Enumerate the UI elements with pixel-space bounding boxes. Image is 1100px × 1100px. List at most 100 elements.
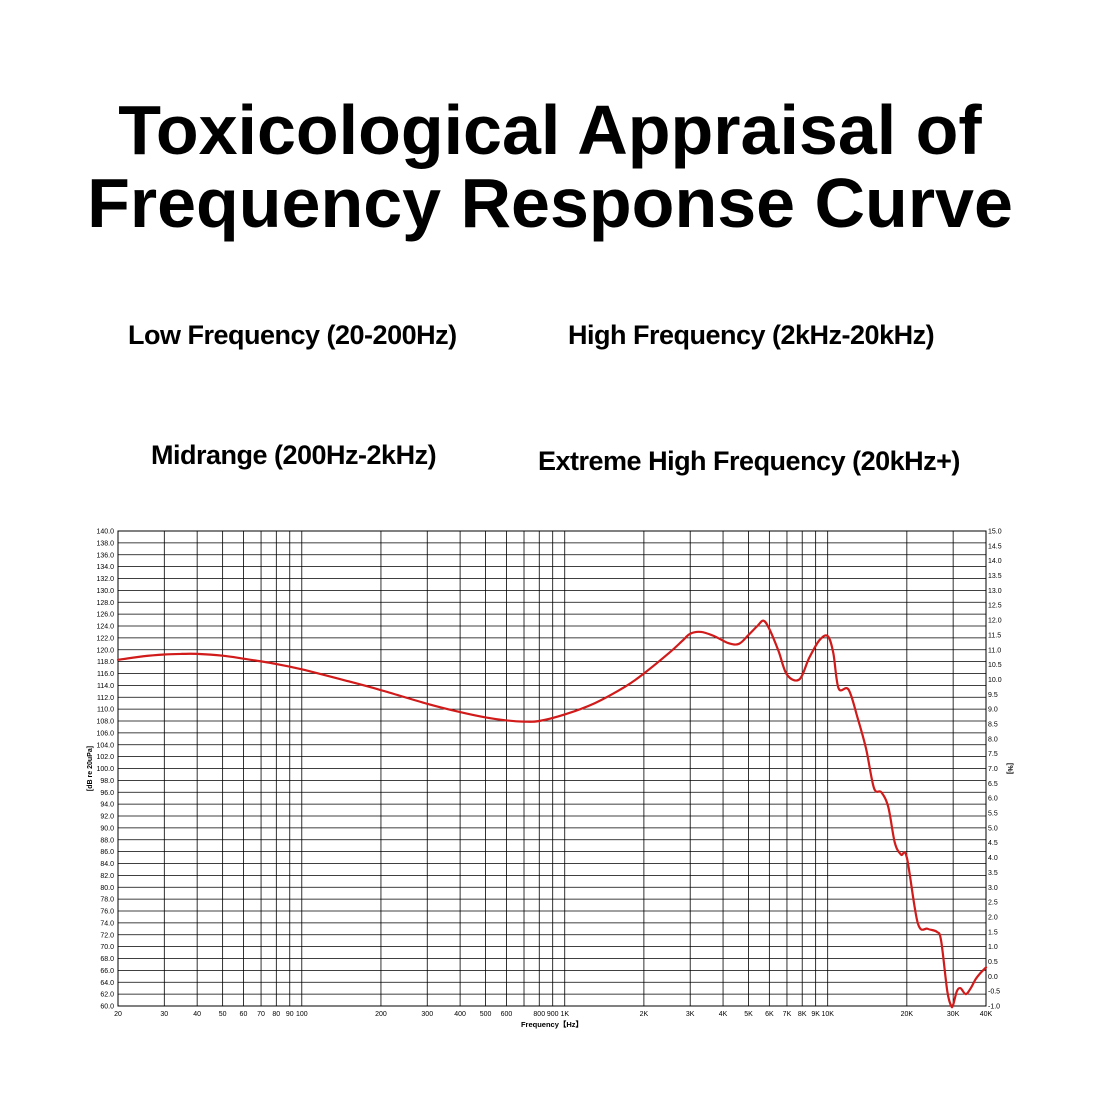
x-tick-label: 30 [160, 1011, 168, 1018]
midrange-label: Midrange (200Hz-2kHz) [151, 440, 437, 470]
y-tick-label: 100.0 [96, 766, 114, 773]
y2-tick-label: 5.5 [988, 811, 998, 818]
x-tick-label: 9K [811, 1011, 820, 1018]
extreme-high-frequency-label: Extreme High Frequency (20kHz+) [538, 446, 960, 476]
page-title-line-2: Frequency Response Curve [87, 164, 1013, 242]
frequency-response-line-0 [116, 619, 988, 1009]
y-tick-label: 112.0 [97, 695, 114, 702]
y-tick-label: 62.0 [100, 992, 114, 999]
y-tick-label: 76.0 [100, 909, 114, 916]
x-tick-label: 6K [765, 1011, 774, 1018]
y-tick-label: 78.0 [100, 897, 114, 904]
y-tick-label: 124.0 [96, 624, 114, 631]
y2-tick-label: 4.5 [988, 840, 998, 847]
y-tick-label: 136.0 [96, 552, 114, 559]
x-tick-label: 10K [821, 1011, 834, 1018]
x-tick-label: 60 [240, 1011, 248, 1018]
y2-tick-label: 8.5 [988, 721, 998, 728]
y2-tick-label: 3.0 [988, 885, 998, 892]
y-tick-label: 90.0 [100, 825, 114, 832]
y2-tick-label: 1.0 [988, 944, 998, 951]
y-axis-label: [dB re 20uPa] [87, 746, 94, 791]
y2-tick-label: 10.0 [988, 677, 1002, 684]
x-tick-label: 80 [272, 1011, 280, 1018]
y-axis-ticks: 60.0 62.0 64.0 66.0 68.0 70.0 72.0 74.0 76.0 78.0… [96, 529, 114, 1011]
x-tick-label: 3K [686, 1011, 695, 1018]
y2-tick-label: 2.0 [988, 914, 998, 921]
y-tick-label: 60.0 [100, 1004, 114, 1011]
y-tick-label: 138.0 [96, 540, 114, 547]
y-tick-label: 134.0 [96, 564, 114, 571]
y-tick-label: 74.0 [100, 920, 114, 927]
x-tick-label: 4K [719, 1011, 728, 1018]
y2-tick-label: -1.0 [988, 1004, 1000, 1011]
x-tick-label: 1K [560, 1011, 569, 1018]
x-tick-label: 40 [193, 1011, 201, 1018]
y2-tick-label: 9.0 [988, 707, 998, 714]
y-tick-label: 94.0 [100, 802, 114, 809]
x-tick-label: 20K [901, 1011, 914, 1018]
x-axis-label: Frequency【Hz】 [521, 1019, 583, 1029]
x-tick-label: 300 [421, 1011, 433, 1018]
y-tick-label: 118.0 [97, 659, 114, 666]
y2-tick-label: -0.5 [988, 989, 1000, 996]
y2-tick-label: 11.5 [988, 632, 1001, 639]
y-tick-label: 106.0 [96, 730, 114, 737]
y2-tick-label: 6.0 [988, 796, 998, 803]
y-tick-label: 110.0 [97, 707, 114, 714]
y-tick-label: 126.0 [96, 612, 114, 619]
y-tick-label: 102.0 [96, 754, 114, 761]
high-frequency-label: High Frequency (2kHz-20kHz) [568, 320, 935, 350]
y2-tick-label: 7.5 [988, 751, 998, 758]
y2-tick-label: 2.5 [988, 900, 998, 907]
plot-frame [117, 530, 987, 1007]
y-tick-label: 132.0 [96, 576, 114, 583]
y2-tick-label: 0.0 [988, 974, 998, 981]
y-tick-label: 98.0 [100, 778, 114, 785]
x-tick-label: 2K [640, 1011, 649, 1018]
y2-tick-label: 12.5 [988, 603, 1002, 610]
series-layer [116, 619, 988, 1009]
y-tick-label: 120.0 [96, 647, 114, 654]
x-tick-label: 90 [286, 1011, 294, 1018]
x-tick-label: 7K [783, 1011, 792, 1018]
x-tick-label: 500 [480, 1011, 492, 1018]
y2-tick-label: 9.5 [988, 692, 998, 699]
y-tick-label: 70.0 [100, 944, 114, 951]
low-frequency-label: Low Frequency (20-200Hz) [128, 320, 457, 350]
y-tick-label: 92.0 [100, 814, 114, 821]
x-tick-label: 8K [798, 1011, 807, 1018]
y2-tick-label: 13.0 [988, 588, 1002, 595]
x-tick-label: 40K [980, 1011, 993, 1018]
y-tick-label: 130.0 [96, 588, 114, 595]
y-tick-label: 66.0 [100, 968, 114, 975]
y2-tick-label: 4.0 [988, 855, 998, 862]
x-axis-ticks: 20 30 40 50 60 70 80 90 100 200 300 400 500 600 800 900… [114, 1011, 992, 1018]
y-tick-label: 122.0 [96, 635, 114, 642]
x-tick-label: 50 [219, 1011, 227, 1018]
x-tick-label: 70 [257, 1011, 265, 1018]
y2-tick-label: 12.0 [988, 618, 1002, 625]
y2-tick-label: 10.5 [988, 662, 1002, 669]
y2-tick-label: 0.5 [988, 959, 998, 966]
y2-tick-label: 14.5 [988, 543, 1002, 550]
y-tick-label: 86.0 [100, 849, 114, 856]
y-tick-label: 72.0 [100, 932, 114, 939]
y-tick-label: 116.0 [97, 671, 114, 678]
x-tick-label: 5K [744, 1011, 753, 1018]
y2-tick-label: 1.5 [988, 929, 998, 936]
y-tick-label: 82.0 [100, 873, 114, 880]
y2-axis-label: [%] [1006, 763, 1013, 774]
chart-grid [117, 530, 987, 1007]
y2-tick-label: 14.0 [988, 558, 1002, 565]
y-tick-label: 64.0 [100, 980, 114, 987]
x-tick-label: 20 [114, 1011, 122, 1018]
x-tick-label: 30K [947, 1011, 960, 1018]
page-title-line-1: Toxicological Appraisal of [118, 91, 982, 169]
y2-tick-label: 15.0 [988, 529, 1002, 536]
x-tick-label: 800 [533, 1011, 545, 1018]
x-tick-label: 900 [547, 1011, 559, 1018]
x-tick-label: 400 [454, 1011, 466, 1018]
y-tick-label: 114.0 [97, 683, 114, 690]
